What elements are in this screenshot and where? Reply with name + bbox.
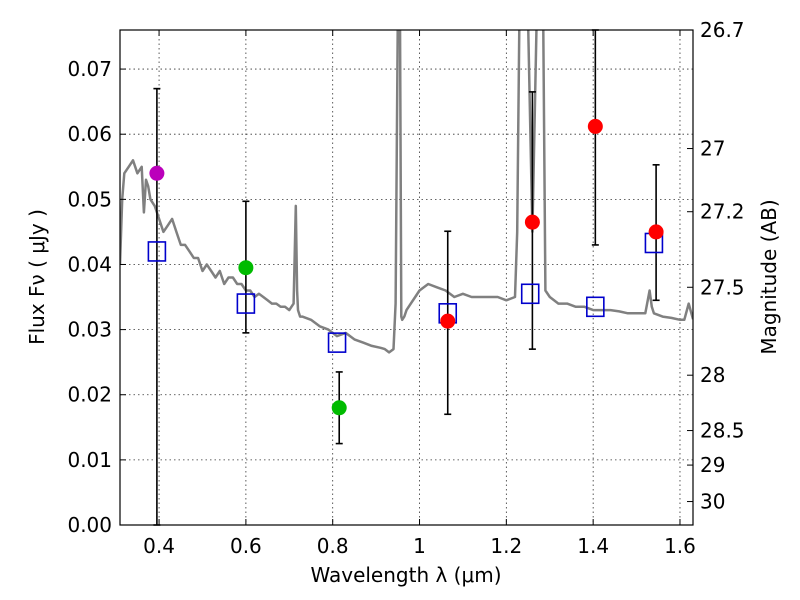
magnitude-tick-label: 26.7 [700, 18, 745, 42]
model-spectrum [120, 30, 693, 354]
y-axis-label: Flux Fν ( μJy ) [25, 209, 49, 345]
model-photometry-square [520, 283, 540, 305]
model-photometry-square [147, 241, 167, 262]
magnitude-tick-label: 27 [700, 137, 725, 161]
observed-flux-point [648, 224, 664, 240]
x-tick-label: 0.4 [143, 534, 175, 558]
y-tick-label: 0.06 [67, 122, 112, 146]
x-tick-label: 0.6 [230, 534, 262, 558]
observed-flux-point [440, 313, 456, 329]
magnitude-axis-ticks: 26.7 27 27.2 27.5 28 28.5 29 30 [687, 18, 745, 514]
observed-flux-point [331, 400, 347, 416]
y-tick-label: 0.00 [67, 513, 112, 537]
model-photometry-square [586, 296, 605, 318]
observed-flux-point [238, 260, 254, 276]
magnitude-tick-label: 27.2 [700, 200, 745, 224]
observed-flux-markers [149, 118, 664, 416]
x-tick-label: 1.6 [664, 534, 696, 558]
magnitude-tick-label: 28.5 [700, 419, 745, 443]
observed-flux-point [149, 165, 165, 181]
magnitude-axis-label: Magnitude (AB) [757, 199, 781, 354]
observed-flux-point [524, 214, 540, 230]
model-photometry-square [327, 332, 347, 353]
y-tick-label: 0.03 [67, 318, 112, 342]
y-tick-label: 0.07 [67, 57, 112, 81]
grid-lines [120, 30, 693, 525]
model-photometry-markers [147, 232, 664, 353]
x-tick-label: 1.2 [490, 534, 522, 558]
model-photometry-square [236, 293, 256, 314]
y-axis-ticks: 0.00 0.01 0.02 0.03 0.04 0.05 0.06 0.07 [67, 57, 126, 537]
spectrum-line [120, 30, 693, 354]
x-tick-label: 1 [413, 534, 426, 558]
x-tick-label: 1.4 [577, 534, 609, 558]
observed-flux-point [587, 118, 603, 134]
plot-frame [119, 29, 694, 526]
y-tick-label: 0.05 [67, 187, 112, 211]
y-tick-label: 0.02 [67, 383, 112, 407]
y-tick-label: 0.04 [67, 252, 112, 276]
x-axis-ticks: 0.4 0.6 0.8 1 1.2 1.4 1.6 [143, 30, 696, 558]
x-axis-label: Wavelength λ (μm) [310, 563, 501, 587]
y-tick-label: 0.01 [67, 448, 112, 472]
magnitude-tick-label: 29 [700, 453, 725, 477]
magnitude-tick-label: 27.5 [700, 275, 745, 299]
magnitude-tick-label: 28 [700, 363, 725, 387]
x-tick-label: 0.8 [317, 534, 349, 558]
magnitude-tick-label: 30 [700, 490, 725, 514]
